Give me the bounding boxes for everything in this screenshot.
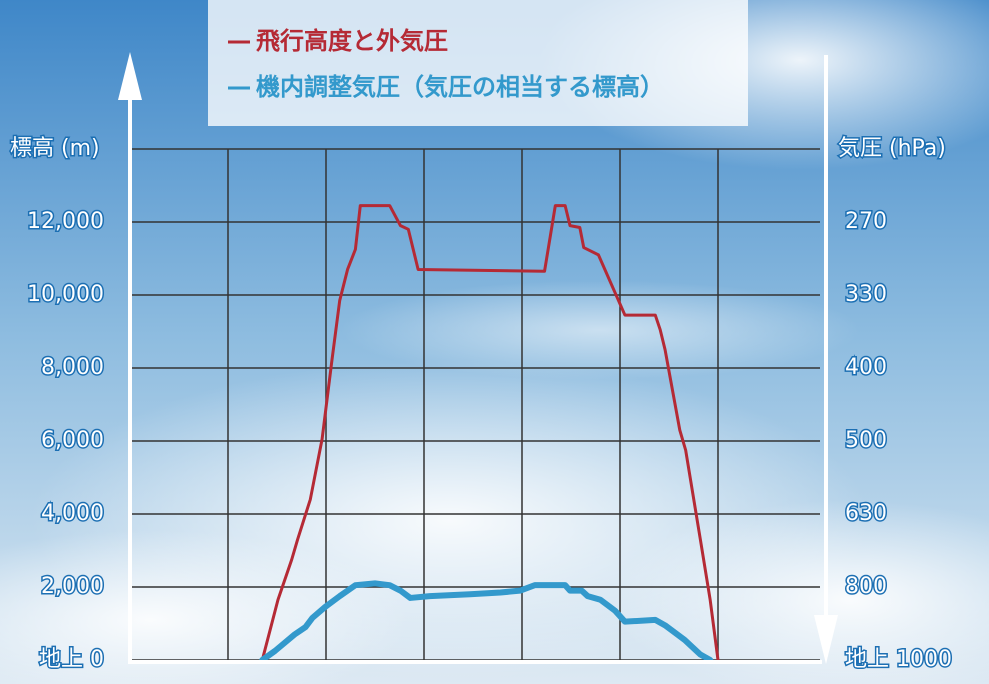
y-tick-label: 地上 0 bbox=[39, 647, 104, 672]
legend-box bbox=[208, 0, 748, 126]
legend-text: 機内調整気圧（気圧の相当する標高） bbox=[256, 73, 664, 101]
y-tick-label: 2,000 bbox=[41, 574, 104, 599]
y2-tick-label: 330 bbox=[845, 282, 887, 307]
y-tick-label: 6,000 bbox=[41, 428, 104, 453]
y-axis-label: 標高 (m) bbox=[10, 136, 100, 161]
y-tick-label: 10,000 bbox=[27, 282, 104, 307]
y-tick-label: 8,000 bbox=[41, 355, 104, 380]
series-line bbox=[260, 204, 720, 662]
y-tick-label: 4,000 bbox=[41, 501, 104, 526]
y2-tick-label: 630 bbox=[845, 501, 887, 526]
y2-tick-label: 800 bbox=[845, 574, 887, 599]
y2-tick-label: 270 bbox=[845, 209, 887, 234]
y2-axis-label: 気圧 (hPa) bbox=[838, 136, 946, 161]
y2-tick-label: 500 bbox=[845, 428, 887, 453]
axes bbox=[118, 52, 838, 664]
legend-text: 飛行高度と外気圧 bbox=[256, 27, 448, 55]
y-tick-label: 12,000 bbox=[27, 209, 104, 234]
y2-tick-label: 400 bbox=[845, 355, 887, 380]
series-line bbox=[259, 580, 714, 663]
y2-tick-label: 地上 1000 bbox=[845, 647, 952, 672]
